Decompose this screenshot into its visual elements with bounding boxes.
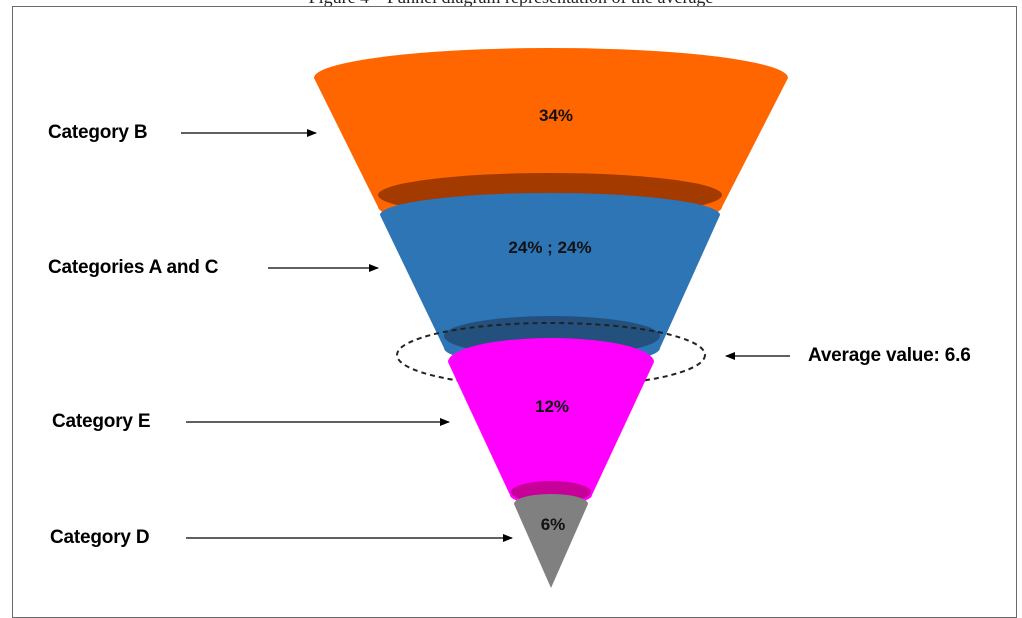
category-e-body <box>448 338 654 505</box>
categories-a-c-label: Categories A and C <box>48 257 219 278</box>
category-d-body <box>514 494 588 588</box>
funnel-segment-category-d <box>514 494 588 588</box>
category-e-value-label: 12% <box>535 397 569 416</box>
figure-caption: Figure 4 – Funnel diagram representation… <box>0 0 1022 11</box>
average-value-label: Average value: 6.6 <box>808 345 971 366</box>
category-d-label: Category D <box>50 527 150 548</box>
categories-a-c-value-label: 24% ; 24% <box>508 238 591 257</box>
category-d-value-label: 6% <box>541 515 566 534</box>
categories-a-c-body <box>380 193 720 366</box>
category-b-value-label: 34% <box>539 106 573 125</box>
category-e-label: Category E <box>52 411 151 432</box>
category-b-label: Category B <box>48 122 148 143</box>
funnel-segment-category-e <box>448 338 654 505</box>
